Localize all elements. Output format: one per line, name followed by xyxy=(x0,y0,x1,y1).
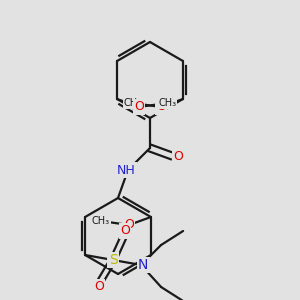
Text: O: O xyxy=(120,224,130,238)
Text: NH: NH xyxy=(117,164,135,176)
Text: CH₃: CH₃ xyxy=(158,98,176,108)
Text: S: S xyxy=(109,253,118,267)
Text: CH₃: CH₃ xyxy=(124,98,142,108)
Text: O: O xyxy=(134,100,144,113)
Text: CH₃: CH₃ xyxy=(92,216,110,226)
Text: O: O xyxy=(156,100,166,113)
Text: N: N xyxy=(138,258,148,272)
Text: O: O xyxy=(173,149,183,163)
Text: O: O xyxy=(124,218,134,232)
Text: O: O xyxy=(94,280,104,293)
